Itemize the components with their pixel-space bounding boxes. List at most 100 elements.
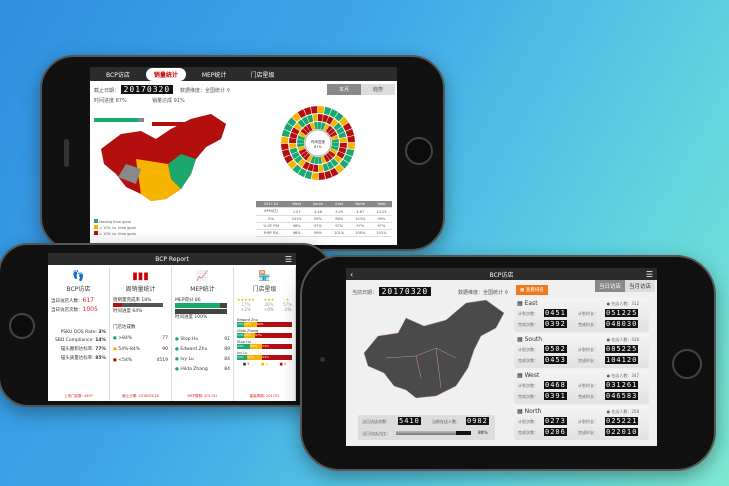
toggle-month[interactable]: 当月访店 <box>624 280 655 292</box>
radial-segment <box>293 122 303 131</box>
chevron-right-icon[interactable]: › <box>644 408 646 413</box>
rank-button[interactable]: ▩ 查看排名 <box>516 285 548 295</box>
dimension-label: 数据维度：全国统计 <box>180 88 226 94</box>
visit-toggle: 当日访店 当月访店 <box>594 280 655 292</box>
china-sales-map <box>101 114 226 201</box>
radial-segment <box>306 114 314 123</box>
camera <box>320 357 325 362</box>
table-cell: 99% <box>307 215 329 223</box>
radial-segment <box>306 123 313 132</box>
radial-segment <box>289 143 297 149</box>
radial-center <box>304 129 332 157</box>
report-column[interactable]: 🏪 门店星级 ★★★★★ 17% +2% ★★★ 26% +0% ★ 57% -2% Edward … <box>234 267 296 401</box>
time-progress-bar <box>94 118 144 122</box>
table-header: 2017.03 West South East North Total <box>256 201 392 208</box>
toggle-month[interactable]: 本月 <box>326 84 361 95</box>
region-card[interactable]: ▦ West ● 在店人数：347 › 计划次数： 0468 完成次数： 0391 … <box>514 370 649 404</box>
radial-segment <box>326 161 335 170</box>
table-cell: 101% <box>328 229 350 237</box>
tab-bcp[interactable]: BCP访店 <box>106 71 130 79</box>
home-button[interactable] <box>405 137 433 165</box>
date-field[interactable]: 20170320 <box>378 287 432 296</box>
column-footer: MEP周期: 201702 <box>187 394 218 398</box>
region-card[interactable]: ▦ South ● 在店人数：438 › 计划次数： 0502 完成次数： 0453… <box>514 334 649 368</box>
radial-segment <box>318 114 324 122</box>
stat-value: 617 <box>82 297 94 304</box>
table-cell: 101% <box>286 215 308 223</box>
home-button[interactable] <box>672 349 702 379</box>
radial-segment <box>338 147 347 154</box>
plan-count: 0273 <box>544 417 567 425</box>
legend-item: > 10% vs. time gone <box>94 231 136 237</box>
radial-segment <box>347 135 355 143</box>
menu-icon[interactable]: ☰ <box>284 254 292 264</box>
plan-duration: 085225 <box>605 345 639 353</box>
radial-segment <box>301 116 310 125</box>
rank-icon: ▩ <box>520 288 525 293</box>
tab-mep[interactable]: MEP统计 <box>201 71 227 79</box>
rate-bar <box>396 431 471 435</box>
radial-segment <box>331 143 339 147</box>
radial-segment <box>298 148 307 155</box>
date-field[interactable]: 20170320 <box>120 85 174 94</box>
top-tab-bar: BCP访店 销量统计 MEP统计 门店星级 <box>90 67 397 81</box>
person-icon: ● <box>606 337 611 342</box>
report-column[interactable]: ▮▮▮ 周销量统计 周销量完成率 18% 时间进度 64% 门店达成数 ● >84% 7… <box>110 267 172 401</box>
bottles-icon: ▮▮▮ <box>132 271 149 282</box>
chevron-right-icon[interactable]: › <box>644 300 646 305</box>
toggle: 本月 趋势 <box>326 84 395 95</box>
radial-segment <box>329 131 338 138</box>
chevron-right-icon[interactable]: › <box>644 372 646 377</box>
done-count: 0391 <box>544 392 567 400</box>
column-header: East <box>328 201 350 208</box>
column-title: MEP统计 <box>190 286 215 293</box>
table-row: P/A 101% 99% 96% 103% 99% <box>256 215 392 223</box>
list-item: Stop Hu 24% 22% 54% <box>237 340 292 349</box>
list-item: Edward Zhu 13% 23% 64% <box>237 318 292 327</box>
search-icon[interactable]: ⚲ <box>226 88 231 94</box>
tab-sales[interactable]: 销量统计 <box>145 67 186 81</box>
radial-segment <box>300 128 308 136</box>
tab-star[interactable]: 门店星级 <box>250 71 275 79</box>
radial-segment <box>291 151 300 160</box>
radial-segment <box>303 125 310 134</box>
radial-segment <box>323 123 330 132</box>
chart-icon: 📈 <box>196 271 209 282</box>
radial-segment <box>339 143 347 149</box>
in-store-count: 在店人数：438 <box>611 337 639 342</box>
region-name: East <box>524 300 538 307</box>
report-column[interactable]: 👣 BCP访店 当日访店人数：617 当日访店次数：1005 PSKU OOS Rat… <box>48 267 110 401</box>
list-item: ● 54%-84% 90 <box>113 347 168 352</box>
toggle-today[interactable]: 当日访店 <box>594 280 625 292</box>
region-card[interactable]: ▦ East ● 在店人数：312 › 计划次数： 0451 完成次数： 0392 … <box>514 298 649 332</box>
column-footer: 截止日期: 2016/03/18 <box>122 394 159 398</box>
region-card[interactable]: ▦ North ● 在店人数：258 › 计划次数： 0273 完成次数： 0206… <box>514 406 649 440</box>
table-cell: 3.29 <box>328 207 350 216</box>
table-cell: % OF P.M <box>256 222 287 230</box>
chevron-right-icon[interactable]: › <box>644 336 646 341</box>
toggle-trend[interactable]: 趋势 <box>360 84 395 95</box>
score-bar <box>175 303 227 308</box>
table-cell: 98% <box>286 229 308 237</box>
radial-segment <box>297 119 306 128</box>
radial-segment <box>347 143 355 150</box>
home-button[interactable] <box>9 313 35 339</box>
done-count: 0453 <box>544 356 567 364</box>
radial-segment <box>325 125 333 133</box>
menu-icon[interactable]: ☰ <box>645 269 653 279</box>
radial-segment <box>318 164 324 172</box>
radial-segment <box>318 172 326 180</box>
column-title: BCP访店 <box>66 286 91 293</box>
radial-segment <box>324 170 333 180</box>
bcp-title: BCP访店 <box>489 271 514 279</box>
table-cell: 4.48 <box>307 207 329 216</box>
radial-segment <box>297 146 306 152</box>
back-icon[interactable]: ‹ <box>350 269 354 279</box>
kpi-value: 77% <box>95 347 106 352</box>
report-column[interactable]: 📈 MEP统计 MEP得分 86 时间进度 100% ● Stop Hu 91 ● Ed… <box>172 267 234 401</box>
search-icon[interactable]: ⚲ <box>504 290 509 296</box>
table-cell: P.MP P/A <box>256 229 287 237</box>
sales-progress-label: 销量达成 91% <box>152 98 185 104</box>
radial-segment <box>326 152 333 161</box>
plan-duration: 031261 <box>605 381 639 389</box>
